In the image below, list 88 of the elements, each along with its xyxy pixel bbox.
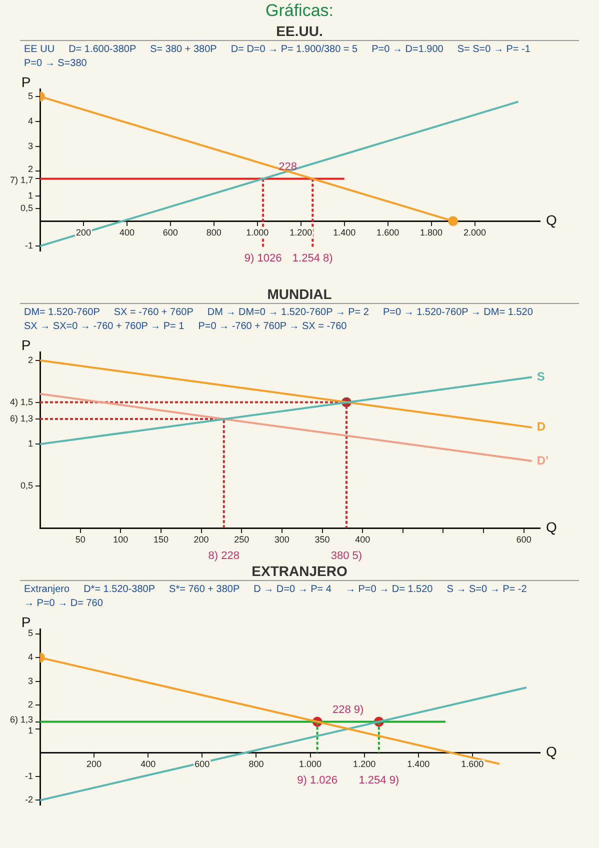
y-tick-label: 5 — [28, 90, 33, 101]
text: S= S=0 → P= -1 — [457, 44, 530, 56]
y-tick-label: 4 — [28, 116, 33, 126]
y-tick-label: 1 — [28, 190, 33, 201]
series-label: D — [536, 420, 546, 434]
text: EE UU — [24, 44, 55, 56]
x-tick-label: 400 — [355, 534, 370, 544]
annotation: 9) 1.026 — [297, 774, 338, 787]
annotation: 1.254 8) — [292, 252, 333, 265]
text: S*= 760 + 380P — [169, 584, 240, 596]
x-tick-label: 1.200 — [353, 759, 376, 770]
chart-title: EXTRANJERO — [20, 562, 579, 581]
x-tick-label: 1.000 — [299, 759, 322, 770]
x-tick-label: 600 — [516, 534, 532, 544]
y-tick-label: 4) 1,5 — [10, 396, 33, 407]
text: D*= 1.520-380P — [84, 584, 156, 596]
y-tick-label: 6) 1,3 — [10, 714, 33, 724]
x-tick-label: 200 — [86, 759, 102, 770]
x-tick-label: 350 — [314, 534, 330, 544]
x-tick-label: 1.200 — [290, 228, 312, 238]
text: S= 380 + 380P — [150, 44, 217, 56]
x-tick-label: 200 — [76, 228, 91, 238]
annotation: 8) 228 — [208, 550, 240, 562]
chart-title: MUNDIAL — [20, 285, 579, 304]
text: S → S=0 → P= -2 — [446, 584, 527, 596]
x-tick-label: 150 — [153, 534, 168, 544]
x-tick-label: 1.000 — [246, 228, 269, 238]
y-tick-label: 4 — [28, 652, 33, 662]
x-tick-label: 600 — [194, 759, 210, 770]
text: D= D=0 → P= 1.900/380 = 5 — [230, 44, 358, 56]
text: → P=0 → D= 760 — [24, 598, 103, 610]
annotation: 380 5) — [330, 550, 362, 562]
x-tick-label: 300 — [274, 534, 290, 544]
y-tick-label: 7) 1,7 — [10, 174, 33, 185]
text: P=0 → S=380 — [24, 58, 87, 70]
x-axis-title: Q — [546, 518, 557, 535]
text: SX = -760 + 760P — [114, 307, 194, 319]
y-tick-label: 0,5 — [20, 203, 33, 214]
y-axis-title: P — [21, 74, 31, 90]
y-tick-label: -2 — [24, 794, 33, 805]
y-tick-label: 5 — [28, 628, 33, 638]
x-tick-label: 1.600 — [376, 228, 400, 238]
x-tick-label: 1.800 — [420, 228, 443, 238]
x-tick-label: 1.400 — [333, 228, 356, 238]
x-tick-label: 400 — [119, 228, 134, 238]
text: D= 1.600-380P — [68, 44, 136, 56]
x-axis-title: Q — [546, 744, 557, 760]
x-axis-title: Q — [546, 212, 557, 228]
y-tick-label: 3 — [28, 676, 33, 686]
text: SX → SX=0 → -760 + 760P → P= 1 — [24, 321, 184, 333]
x-tick-label: 800 — [248, 759, 264, 770]
x-tick-label: 600 — [162, 228, 178, 238]
text: P=0 → -760 + 760P → SX = -760 — [198, 321, 347, 333]
text: → P=0 → D= 1.520 — [345, 584, 433, 596]
x-tick-label: 200 — [194, 534, 209, 544]
text: DM= 1.520-760P — [24, 307, 100, 319]
y-tick-label: 6) 1,3 — [10, 414, 33, 424]
x-tick-label: 2.000 — [464, 228, 486, 238]
y-tick-label: -1 — [24, 240, 33, 250]
y-tick-label: -1 — [24, 770, 33, 781]
x-tick-label: 100 — [113, 534, 128, 544]
y-axis-title: P — [21, 614, 31, 630]
x-tick-label: 400 — [140, 759, 156, 770]
y-tick-label: 2 — [28, 700, 33, 710]
annotation: 9) 1026 — [244, 252, 282, 265]
x-tick-label: 250 — [234, 534, 250, 544]
y-tick-label: 2 — [28, 354, 33, 365]
y-tick-label: 1 — [28, 438, 33, 449]
annotation: 228 9) — [332, 704, 364, 716]
series-label: D' — [536, 453, 549, 468]
y-tick-label: 0,5 — [20, 480, 33, 491]
x-tick-label: 800 — [206, 228, 222, 238]
chart-title: EE.UU. — [20, 22, 579, 41]
annotation: 1.254 9) — [358, 774, 400, 787]
x-tick-label: 50 — [75, 534, 86, 544]
text: D → D=0 → P= 4 — [254, 584, 332, 596]
text: DM → DM=0 → 1.520-760P → P= 2 — [207, 307, 369, 319]
text: P=0 → D=1.900 — [372, 44, 444, 56]
x-tick-label: 1.400 — [407, 759, 430, 770]
text: P=0 → 1.520-760P → DM= 1.520 — [382, 307, 533, 319]
y-tick-label: 3 — [28, 140, 33, 151]
series-label: S — [536, 369, 545, 384]
chart-subtitle: Gráficas: — [264, 0, 335, 22]
y-tick-label: 2 — [28, 164, 33, 174]
text: Extranjero — [24, 584, 70, 596]
y-axis-title: P — [21, 336, 31, 353]
y-tick-label: 1 — [28, 725, 33, 736]
x-tick-label: 1.600 — [461, 759, 484, 770]
